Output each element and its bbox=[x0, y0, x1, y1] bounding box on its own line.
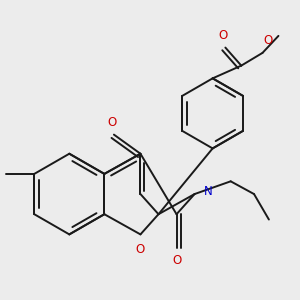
Text: O: O bbox=[263, 34, 272, 47]
Text: O: O bbox=[136, 243, 145, 256]
Text: O: O bbox=[218, 29, 228, 42]
Text: O: O bbox=[107, 116, 116, 129]
Text: O: O bbox=[172, 254, 181, 267]
Text: N: N bbox=[203, 185, 212, 198]
